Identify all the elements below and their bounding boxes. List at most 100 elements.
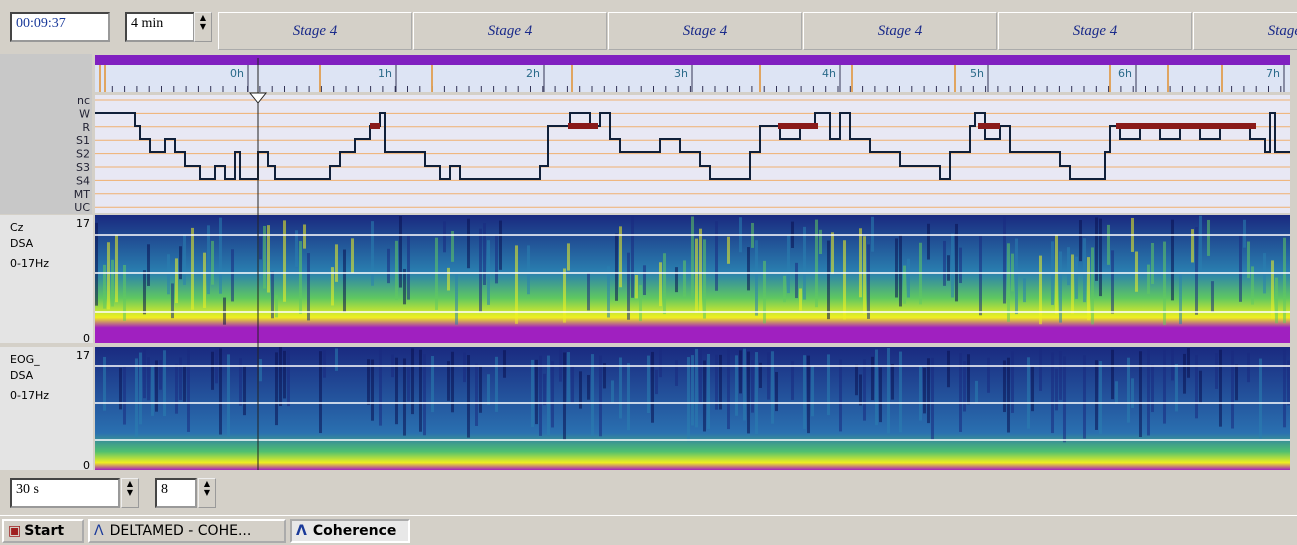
spectrum-stripe — [1187, 348, 1190, 378]
spectrum-stripe — [627, 363, 630, 430]
spectrum-stripe — [1087, 257, 1090, 320]
spectrum-stripe — [151, 366, 154, 416]
spectrum-stripe — [1111, 250, 1114, 313]
spectrum-stripe — [559, 348, 562, 382]
spectrum-stripe — [395, 358, 398, 424]
count-field[interactable]: 8 — [155, 478, 197, 508]
spectrum-stripe — [395, 241, 398, 300]
spectrum-stripe — [479, 367, 482, 413]
spectrum-stripe — [663, 253, 666, 314]
spectrum-stripe — [543, 374, 546, 405]
spectrum-stripe — [1027, 357, 1030, 428]
hour-label: 4h — [822, 67, 836, 80]
spectrum-stripe — [495, 234, 498, 283]
spectrum-stripe — [1151, 364, 1154, 412]
spectrum-stripe — [527, 245, 530, 294]
spectrum-stripe — [639, 285, 642, 321]
spectrum-stripe — [231, 249, 234, 301]
spectrum-stripe — [223, 298, 226, 325]
spectrum-stripe — [771, 351, 774, 423]
spectrum-stripe — [335, 244, 338, 281]
start-button[interactable]: ▣Start — [2, 519, 84, 543]
spectrum-stripe — [1095, 217, 1098, 280]
hour-label: 3h — [674, 67, 688, 80]
spectrum-stripe — [1171, 348, 1174, 381]
spectrum-stripe — [499, 221, 502, 270]
spectrum-stripe — [807, 356, 810, 434]
hour-label: 2h — [526, 67, 540, 80]
spectrum-stripe — [479, 229, 482, 312]
spectrum-stripe — [747, 352, 750, 434]
level-label: nc — [77, 94, 90, 107]
spectrum-stripe — [175, 364, 178, 414]
epoch-field[interactable]: 30 s — [10, 478, 120, 508]
spectrum-stripe — [675, 360, 678, 386]
spectrum-stripe — [1175, 364, 1178, 412]
hour-label: 6h — [1118, 67, 1132, 80]
spectrum-stripe — [871, 217, 874, 252]
hour-label: 5h — [970, 67, 984, 80]
spectrum-stripe — [635, 275, 638, 298]
channel-name: EOG_ — [10, 353, 40, 366]
spectrum-stripe — [259, 359, 262, 381]
spectrum-stripe — [571, 366, 574, 404]
axis-max: 17 — [76, 217, 90, 230]
spectrum-stripe — [467, 355, 470, 438]
spectrum-stripe — [755, 240, 758, 315]
spectrum-stripe — [907, 259, 910, 298]
spectrum-stripe — [183, 235, 186, 285]
timeline-bar — [95, 55, 1290, 65]
taskbar-label: DELTAMED - COHE... — [110, 523, 252, 539]
spectrum-stripe — [287, 349, 290, 406]
spectrum-stripe — [763, 261, 766, 323]
channel-name: Cz — [10, 221, 24, 234]
spectrum-stripe — [1199, 371, 1202, 403]
spectrum-stripe — [503, 350, 506, 378]
spectrum-stripe — [539, 356, 542, 436]
level-label: S3 — [76, 161, 90, 174]
spectrum-stripe — [951, 234, 954, 298]
spectrum-stripe — [1163, 350, 1166, 424]
spectrum-stripe — [1051, 352, 1054, 433]
spectrum-stripe — [631, 215, 634, 298]
spectrum-stripe — [919, 366, 922, 421]
hour-label: 7h — [1266, 67, 1280, 80]
spectrum-stripe — [351, 238, 354, 273]
spectrum-stripe — [819, 230, 822, 254]
spectrum-stripe — [411, 348, 414, 414]
spectrum-stripe — [1147, 349, 1150, 435]
spectrum-stripe — [279, 347, 282, 406]
spectrum-stripe — [863, 359, 866, 420]
spectrum-stripe — [227, 354, 230, 437]
axis-max: 17 — [76, 349, 90, 362]
epoch-spinner[interactable]: ▲▼ — [121, 478, 139, 508]
spectrum-stripe — [443, 221, 446, 252]
spectrum-stripe — [179, 358, 182, 400]
count-spinner[interactable]: ▲▼ — [198, 478, 216, 508]
spectrum-stripe — [567, 352, 570, 402]
spectrum-stripe — [323, 350, 326, 377]
spectrum-stripe — [899, 235, 902, 307]
channel-type: DSA — [10, 237, 34, 250]
spectrum-stripe — [307, 253, 310, 320]
spectrum-stripe — [319, 351, 322, 433]
spectrum-stripe — [647, 356, 650, 413]
spectrum-stripe — [1191, 229, 1194, 262]
spectrum-stripe — [175, 258, 178, 303]
level-label: UC — [74, 201, 90, 214]
start-label: Start — [24, 523, 64, 539]
spectrum-stripe — [607, 266, 610, 317]
spectrum-stripe — [891, 364, 894, 400]
spectrum-stripe — [1079, 220, 1082, 261]
spectrum-stripe — [803, 227, 806, 300]
spectrum-stripe — [599, 356, 602, 437]
spectrum-stripe — [1083, 355, 1086, 438]
level-label: S4 — [76, 174, 90, 187]
spectrum-stripe — [371, 221, 374, 286]
spectrum-stripe — [703, 360, 706, 431]
spectrum-stripe — [927, 224, 930, 260]
spectrum-stripe — [487, 374, 490, 405]
spectrum-stripe — [1095, 360, 1098, 430]
